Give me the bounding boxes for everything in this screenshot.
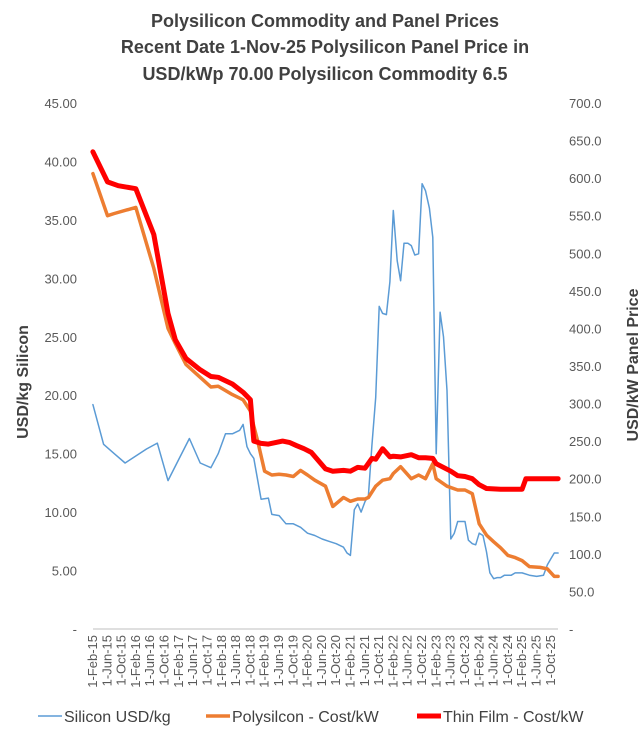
x-axis-tick: 1-Jun-24 xyxy=(486,635,501,686)
y-axis-right-tick: 100.0 xyxy=(569,547,602,562)
x-axis-tick: 1-Feb-16 xyxy=(128,635,143,688)
legend-label: Thin Film - Cost/kW xyxy=(443,709,584,726)
y-axis-left-tick: 10.00 xyxy=(44,505,77,520)
x-axis-tick: 1-Jun-16 xyxy=(142,635,157,686)
x-axis-tick: 1-Oct-21 xyxy=(371,635,386,686)
x-axis-tick: 1-Feb-17 xyxy=(171,635,186,688)
x-axis-tick: 1-Jun-19 xyxy=(271,635,286,686)
x-axis-tick: 1-Jun-20 xyxy=(314,635,329,686)
x-axis-tick: 1-Feb-21 xyxy=(343,635,358,688)
y-axis-left-tick: - xyxy=(73,622,77,637)
legend-item-2: Thin Film - Cost/kW xyxy=(417,709,584,726)
y-axis-left-tick: 15.00 xyxy=(44,447,77,462)
y-axis-left-tick: 45.00 xyxy=(44,96,77,111)
x-axis-tick: 1-Jun-22 xyxy=(400,635,415,686)
series-line-0 xyxy=(92,182,559,580)
chart-title-line-2: Recent Date 1-Nov-25 Polysilicon Panel P… xyxy=(121,37,529,57)
legend-label: Polysilcon - Cost/kW xyxy=(232,709,380,726)
x-axis-tick: 1-Oct-25 xyxy=(543,635,558,686)
y-axis-left-tick: 5.00 xyxy=(52,564,77,579)
legend: Silicon USD/kg Polysilcon - Cost/kW Thin F… xyxy=(38,709,584,726)
y-axis-right-tick: 400.0 xyxy=(569,321,602,336)
chart-title-line-1: Polysilicon Commodity and Panel Prices xyxy=(151,11,499,31)
x-axis-tick: 1-Oct-23 xyxy=(457,635,472,686)
y-axis-left-tick: 25.00 xyxy=(44,330,77,345)
y-axis-right-tick: 700.0 xyxy=(569,96,602,111)
x-axis-tick: 1-Feb-15 xyxy=(85,635,100,688)
y-axis-left-tick: 35.00 xyxy=(44,213,77,228)
legend-item-1: Polysilcon - Cost/kW xyxy=(206,709,380,726)
legend-item-0: Silicon USD/kg xyxy=(38,709,171,726)
y-axis-left-tick: 30.00 xyxy=(44,271,77,286)
x-axis-tick: 1-Oct-22 xyxy=(414,635,429,686)
y-axis-right-tick: 150.0 xyxy=(569,509,602,524)
x-axis-tick: 1-Jun-15 xyxy=(99,635,114,686)
x-axis-tick: 1-Oct-20 xyxy=(328,635,343,686)
plot-area xyxy=(90,149,561,580)
y-axis-right-tick: 650.0 xyxy=(569,134,602,149)
y-axis-left-tick: 20.00 xyxy=(44,388,77,403)
y-axis-right-tick: 300.0 xyxy=(569,397,602,412)
x-axis-tick: 1-Oct-15 xyxy=(114,635,129,686)
x-axis-tick: 1-Oct-19 xyxy=(285,635,300,686)
y-axis-right-tick: 500.0 xyxy=(569,246,602,261)
x-axis-tick: 1-Oct-17 xyxy=(199,635,214,686)
x-axis-tick: 1-Feb-19 xyxy=(257,635,272,688)
chart-title-line-3: USD/kWp 70.00 Polysilicon Commodity 6.5 xyxy=(142,64,507,84)
x-axis-tick: 1-Jun-23 xyxy=(443,635,458,686)
x-axis-tick: 1-Jun-18 xyxy=(228,635,243,686)
x-axis-ticks: 1-Feb-15 1-Jun-15 1-Oct-15 1-Feb-16 1-Jun-16… xyxy=(85,635,558,688)
y-axis-left-label: USD/kg Silicon xyxy=(15,325,32,439)
y-axis-left-ticks: - 5.00 10.00 15.00 20.00 25.00 30.00 35.00 40.00… xyxy=(44,96,77,637)
x-axis-tick: 1-Feb-22 xyxy=(385,635,400,688)
y-axis-right-tick: 350.0 xyxy=(569,359,602,374)
x-axis-tick: 1-Feb-18 xyxy=(214,635,229,688)
x-axis-tick: 1-Jun-25 xyxy=(529,635,544,686)
y-axis-right-label: USD/kW Panel Price xyxy=(625,288,642,441)
x-axis-tick: 1-Oct-18 xyxy=(242,635,257,686)
series-line-1 xyxy=(91,171,560,579)
x-axis-tick: 1-Oct-16 xyxy=(157,635,172,686)
x-axis-tick: 1-Jun-17 xyxy=(185,635,200,686)
y-axis-left-tick: 40.00 xyxy=(44,154,77,169)
y-axis-right-tick: 450.0 xyxy=(569,284,602,299)
y-axis-right-tick: 50.0 xyxy=(569,584,594,599)
y-axis-right-tick: 250.0 xyxy=(569,434,602,449)
y-axis-right-tick: - xyxy=(569,622,573,637)
chart-title: Polysilicon Commodity and Panel Prices R… xyxy=(121,11,529,84)
x-axis-tick: 1-Jun-21 xyxy=(357,635,372,686)
x-axis-tick: 1-Feb-25 xyxy=(514,635,529,688)
x-axis-tick: 1-Oct-24 xyxy=(500,635,515,686)
series-line-2 xyxy=(90,149,561,492)
x-axis-tick: 1-Feb-24 xyxy=(471,635,486,688)
legend-label: Silicon USD/kg xyxy=(64,709,171,726)
y-axis-right-tick: 200.0 xyxy=(569,472,602,487)
x-axis-tick: 1-Feb-23 xyxy=(428,635,443,688)
x-axis-tick: 1-Feb-20 xyxy=(300,635,315,688)
y-axis-right-tick: 550.0 xyxy=(569,209,602,224)
y-axis-right-tick: 600.0 xyxy=(569,171,602,186)
y-axis-right-ticks: - 50.0 100.0 150.0 200.0 250.0 300.0 350.0 400.0… xyxy=(569,96,602,637)
